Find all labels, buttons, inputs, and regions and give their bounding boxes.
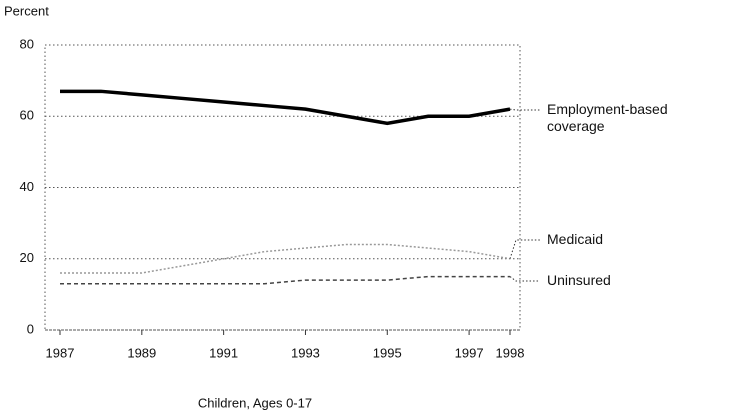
x-tick-label: 1998 xyxy=(496,345,525,360)
x-axis-title: Children, Ages 0-17 xyxy=(198,395,312,410)
series-line xyxy=(60,243,511,274)
y-tick-label: 80 xyxy=(20,36,34,51)
x-tick-label: 1987 xyxy=(46,345,75,360)
series-label: Employment-based coverage xyxy=(547,101,668,134)
x-tick-label: 1991 xyxy=(209,345,238,360)
y-tick-label: 60 xyxy=(20,108,34,123)
y-tick-label: 20 xyxy=(20,250,34,265)
label-leader xyxy=(509,276,540,282)
x-tick-label: 1997 xyxy=(455,345,484,360)
label-leader xyxy=(509,108,540,111)
x-tick-label: 1995 xyxy=(373,345,402,360)
series-line xyxy=(60,89,511,126)
y-tick-label: 0 xyxy=(27,321,34,336)
y-tick-label: 40 xyxy=(20,179,34,194)
label-leader xyxy=(509,239,540,259)
series-label: Medicaid xyxy=(547,231,604,247)
x-tick-label: 1993 xyxy=(291,345,320,360)
series-label: Uninsured xyxy=(547,272,611,288)
y-axis-title: Percent xyxy=(4,3,49,18)
series-line xyxy=(60,275,510,285)
x-tick-label: 1989 xyxy=(127,345,156,360)
